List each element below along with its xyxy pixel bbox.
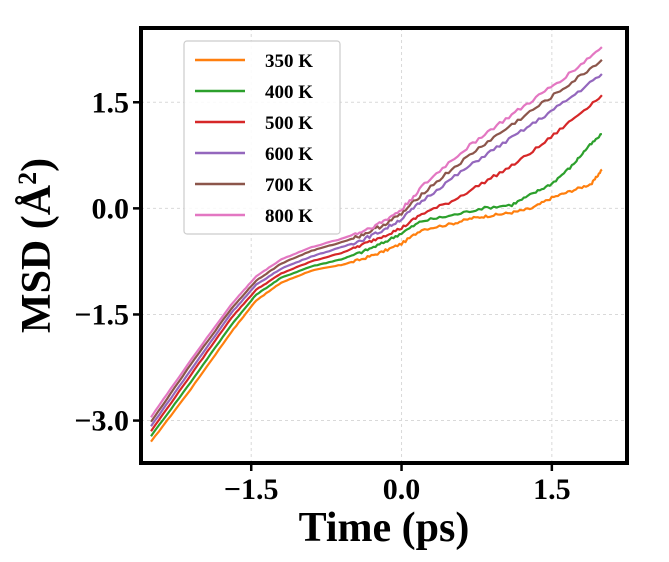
x-axis-title: Time (ps) <box>299 505 470 551</box>
x-tick-label: −1.5 <box>224 473 279 506</box>
legend-label: 600 K <box>265 144 313 165</box>
y-tick-label: −3.0 <box>74 405 129 438</box>
y-tick-label: 0.0 <box>92 192 130 225</box>
series-line-700-k <box>150 59 603 423</box>
legend-box <box>183 40 341 235</box>
y-axis-title-main: MSD (Å <box>14 184 60 333</box>
y-axis-title-close: ) <box>14 158 60 172</box>
series-line-350-k <box>150 168 603 443</box>
y-tick-label: −1.5 <box>74 298 129 331</box>
legend-label: 800 K <box>265 206 313 227</box>
legend: 350 K 400 K 500 K 600 K 700 K 800 K <box>183 40 341 235</box>
axis-ticks: −1.5 0.0 1.5 −3.0 −1.5 0.0 1.5 <box>74 86 570 506</box>
series-line-500-k <box>150 94 603 432</box>
series-lines <box>150 46 603 443</box>
legend-label: 350 K <box>265 51 313 72</box>
x-tick-label: 1.5 <box>533 473 571 506</box>
x-tick-label: 0.0 <box>383 473 421 506</box>
legend-label: 400 K <box>265 82 313 103</box>
plot-frame <box>139 26 629 465</box>
legend-label: 700 K <box>265 175 313 196</box>
y-axis-title-superscript: 2 <box>13 172 42 185</box>
series-line-800-k <box>150 46 603 418</box>
series-line-400-k <box>150 133 602 437</box>
legend-label: 500 K <box>265 113 313 134</box>
series-line-600-k <box>150 73 603 427</box>
y-tick-label: 1.5 <box>92 86 130 119</box>
y-axis-title: MSD (Å2) <box>13 158 61 333</box>
